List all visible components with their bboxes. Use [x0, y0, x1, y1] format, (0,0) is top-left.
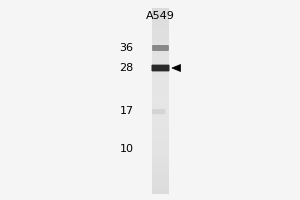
Bar: [152, 17, 169, 20]
Bar: [152, 52, 169, 54]
Bar: [152, 110, 169, 113]
Bar: [152, 182, 169, 185]
Bar: [152, 117, 169, 120]
Bar: [152, 13, 169, 15]
Bar: [152, 185, 169, 187]
Bar: [152, 101, 169, 103]
Bar: [152, 138, 169, 141]
Bar: [152, 68, 169, 71]
Bar: [152, 22, 169, 24]
Bar: [152, 136, 169, 138]
Bar: [152, 178, 169, 180]
Text: 36: 36: [119, 43, 134, 53]
Bar: [152, 10, 169, 13]
Bar: [152, 92, 169, 94]
Bar: [152, 36, 169, 38]
Bar: [152, 168, 169, 171]
Bar: [152, 27, 169, 29]
Bar: [152, 61, 169, 64]
Bar: [152, 134, 169, 136]
Bar: [152, 152, 169, 154]
Bar: [152, 173, 169, 175]
Bar: [152, 24, 169, 27]
Text: 10: 10: [119, 144, 134, 154]
Bar: [152, 159, 169, 161]
Bar: [152, 75, 169, 78]
Bar: [152, 127, 169, 129]
Bar: [152, 113, 169, 115]
Bar: [152, 145, 169, 148]
FancyBboxPatch shape: [152, 65, 169, 71]
Bar: [152, 96, 169, 99]
Bar: [152, 71, 169, 73]
Bar: [152, 143, 169, 145]
Bar: [152, 87, 169, 89]
Bar: [152, 15, 169, 17]
Bar: [152, 31, 169, 34]
Bar: [152, 106, 169, 108]
Bar: [152, 20, 169, 22]
Bar: [152, 164, 169, 166]
Bar: [152, 129, 169, 131]
Bar: [152, 89, 169, 92]
Bar: [152, 94, 169, 96]
Polygon shape: [172, 64, 181, 72]
Bar: [152, 54, 169, 57]
Bar: [152, 103, 169, 106]
FancyBboxPatch shape: [152, 45, 169, 51]
Bar: [152, 150, 169, 152]
Bar: [152, 8, 169, 194]
Text: A549: A549: [146, 11, 175, 21]
Bar: [152, 124, 169, 127]
Bar: [152, 50, 169, 52]
Bar: [152, 192, 169, 194]
Bar: [152, 73, 169, 75]
Bar: [152, 78, 169, 80]
Bar: [152, 189, 169, 192]
Bar: [152, 175, 169, 178]
Bar: [152, 157, 169, 159]
Bar: [152, 57, 169, 59]
Bar: [152, 43, 169, 45]
Bar: [152, 41, 169, 43]
Bar: [152, 148, 169, 150]
Bar: [152, 64, 169, 66]
Bar: [152, 180, 169, 182]
Bar: [152, 38, 169, 41]
Bar: [152, 8, 169, 10]
Bar: [152, 85, 169, 87]
Bar: [152, 171, 169, 173]
Bar: [152, 66, 169, 68]
Bar: [152, 154, 169, 157]
Bar: [152, 48, 169, 50]
Bar: [152, 161, 169, 164]
Bar: [152, 115, 169, 117]
Bar: [152, 141, 169, 143]
Bar: [152, 59, 169, 61]
Bar: [152, 82, 169, 85]
Bar: [152, 120, 169, 122]
Bar: [152, 108, 169, 110]
Bar: [152, 166, 169, 168]
FancyBboxPatch shape: [152, 109, 165, 114]
Bar: [152, 34, 169, 36]
Bar: [152, 122, 169, 124]
Bar: [152, 45, 169, 48]
Text: 17: 17: [119, 106, 134, 116]
Bar: [152, 29, 169, 31]
Bar: [152, 80, 169, 82]
Bar: [152, 99, 169, 101]
Bar: [152, 131, 169, 134]
Text: 28: 28: [119, 63, 134, 73]
Bar: [152, 187, 169, 189]
